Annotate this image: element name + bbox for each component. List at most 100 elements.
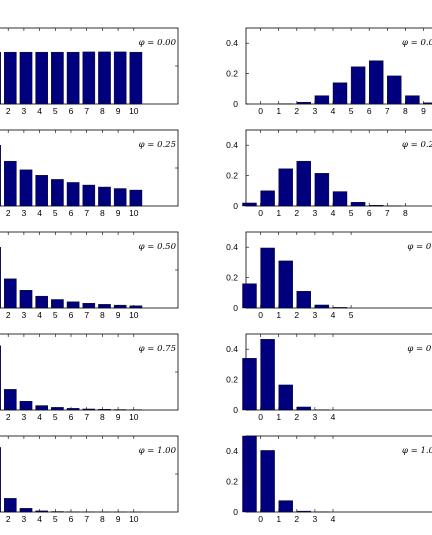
y-tick-label: 0 (233, 507, 238, 517)
bar-left-3-6 (67, 302, 79, 308)
x-tick-label: 3 (22, 514, 27, 524)
phi-annotation: φ = 1.00 (139, 446, 177, 456)
x-tick-label: 8 (100, 310, 105, 320)
bar-left-2-2 (4, 161, 16, 206)
x-tick-label: 3 (313, 310, 318, 320)
y-tick-label: 0.4 (226, 140, 238, 150)
x-tick-label: 3 (313, 106, 318, 116)
phi-annotation: φ = 0.0 (402, 38, 432, 48)
bar-left-1-8 (98, 52, 110, 104)
x-tick-label: 0 (258, 514, 263, 524)
bar-left-4-1 (0, 346, 1, 410)
bar-right-4-2 (279, 385, 293, 410)
x-tick-label: 2 (6, 208, 11, 218)
x-tick-label: 5 (53, 106, 58, 116)
bar-left-4-2 (4, 389, 16, 410)
y-tick-label: 0.2 (226, 477, 238, 487)
x-tick-label: 5 (349, 106, 354, 116)
x-tick-label: 3 (313, 208, 318, 218)
bar-left-4-8 (98, 409, 110, 410)
bar-left-5-3 (20, 508, 32, 512)
bar-left-2-9 (114, 189, 126, 206)
bar-right-1-6 (351, 67, 365, 104)
bar-left-3-8 (98, 304, 110, 308)
bar-right-1-8 (387, 76, 401, 104)
bar-left-1-10 (130, 52, 142, 104)
bar-right-2-3 (297, 161, 311, 206)
x-tick-label: 2 (294, 514, 299, 524)
bar-right-2-2 (279, 169, 293, 206)
bar-left-4-7 (83, 409, 95, 410)
x-tick-label: 5 (53, 208, 58, 218)
bar-right-3-5 (333, 307, 347, 308)
bar-left-1-1 (0, 52, 1, 104)
x-tick-label: 4 (37, 310, 42, 320)
bar-left-1-2 (4, 52, 16, 104)
bar-left-3-2 (4, 279, 16, 308)
x-tick-label: 8 (100, 208, 105, 218)
bar-right-3-0 (243, 284, 257, 308)
bar-left-2-10 (130, 190, 142, 206)
phi-annotation: φ = 0.50 (139, 242, 177, 252)
y-tick-label: 0.4 (226, 242, 238, 252)
x-tick-label: 6 (69, 514, 74, 524)
x-tick-label: 8 (100, 412, 105, 422)
x-tick-label: 9 (116, 106, 121, 116)
bar-left-5-2 (4, 498, 16, 512)
x-tick-label: 10 (129, 310, 139, 320)
y-tick-label: 0 (233, 201, 238, 211)
bar-left-1-7 (83, 52, 95, 104)
bar-left-3-7 (83, 303, 95, 308)
y-tick-label: 0.4 (226, 446, 238, 456)
bar-right-1-9 (405, 96, 419, 104)
x-tick-label: 0 (258, 310, 263, 320)
bar-left-2-5 (51, 179, 63, 206)
y-tick-label: 0.4 (226, 38, 238, 48)
bar-right-4-0 (243, 358, 257, 410)
bar-left-5-1 (0, 447, 1, 512)
y-tick-label: 0.4 (226, 344, 238, 354)
x-tick-label: 8 (100, 514, 105, 524)
x-tick-label: 1 (276, 412, 281, 422)
x-tick-label: 2 (6, 412, 11, 422)
bar-left-2-1 (0, 145, 1, 206)
x-tick-label: 4 (331, 208, 336, 218)
bar-left-3-10 (130, 306, 142, 308)
x-tick-label: 6 (69, 208, 74, 218)
x-tick-label: 6 (69, 310, 74, 320)
x-tick-label: 1 (276, 514, 281, 524)
x-tick-label: 10 (129, 514, 139, 524)
bar-right-4-3 (297, 407, 311, 410)
bar-left-1-9 (114, 52, 126, 104)
x-tick-label: 4 (331, 514, 336, 524)
x-tick-label: 6 (367, 106, 372, 116)
x-tick-label: 2 (6, 514, 11, 524)
bar-right-5-3 (297, 511, 311, 512)
x-tick-label: 2 (6, 310, 11, 320)
phi-annotation: φ = 0.75 (139, 344, 176, 354)
bar-right-3-3 (297, 291, 311, 308)
x-tick-label: 8 (403, 208, 408, 218)
bar-right-3-1 (261, 248, 275, 308)
x-tick-label: 4 (331, 310, 336, 320)
x-tick-label: 0 (258, 106, 263, 116)
bar-left-2-3 (20, 170, 32, 206)
x-tick-label: 1 (276, 310, 281, 320)
x-tick-label: 0 (258, 412, 263, 422)
x-tick-label: 2 (294, 310, 299, 320)
bar-left-1-3 (20, 52, 32, 104)
bar-right-5-1 (261, 450, 275, 512)
x-tick-label: 9 (116, 514, 121, 524)
y-tick-label: 0.2 (226, 171, 238, 181)
bar-right-3-2 (279, 261, 293, 308)
x-tick-label: 6 (69, 412, 74, 422)
x-tick-label: 5 (349, 208, 354, 218)
x-tick-label: 4 (331, 106, 336, 116)
bar-right-1-7 (369, 61, 383, 104)
x-tick-label: 2 (294, 208, 299, 218)
bar-left-5-4 (36, 511, 48, 512)
